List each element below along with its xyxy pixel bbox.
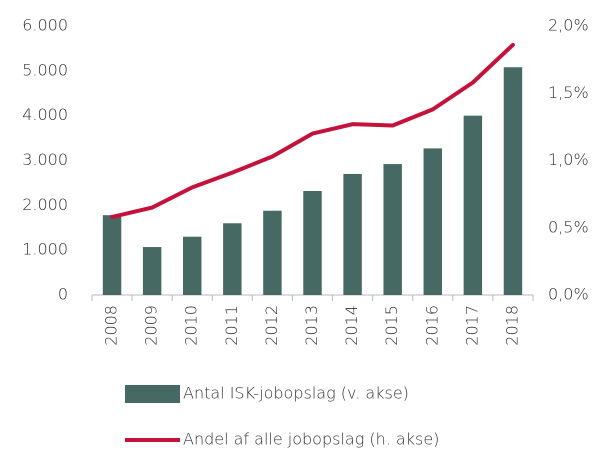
y-tick-label: 3.000: [22, 150, 68, 169]
x-tick-label: 2018: [502, 305, 521, 346]
y-tick-label: 5.000: [22, 60, 68, 79]
y-tick-label: 6.000: [22, 16, 68, 35]
x-tick-label: 2014: [342, 305, 361, 346]
x-tick-label: 2012: [262, 305, 281, 346]
y-tick-label: 1.000: [22, 240, 68, 259]
x-tick-label: 2008: [102, 305, 121, 346]
legend-label: Antal ISK-jobopslag (v. akse): [183, 384, 409, 403]
bar: [263, 210, 282, 295]
x-tick-label: 2011: [222, 305, 241, 346]
y-tick-label: 0: [58, 285, 68, 304]
bar: [303, 190, 322, 295]
x-tick-label: 2017: [462, 305, 481, 346]
x-tick-label: 2009: [142, 305, 161, 346]
bar: [183, 236, 202, 295]
y2-tick-label: 1,5%: [548, 83, 589, 102]
y2-tick-label: 1,0%: [548, 150, 589, 169]
y-tick-label: 2.000: [22, 195, 68, 214]
y2-tick-label: 0,0%: [548, 285, 589, 304]
x-tick-label: 2016: [422, 305, 441, 346]
bar: [142, 247, 162, 295]
bar: [223, 223, 242, 295]
line: [110, 42, 515, 219]
legend-swatch: [125, 385, 180, 403]
bar: [463, 115, 483, 296]
bar: [383, 164, 402, 295]
bar: [343, 173, 362, 295]
legend-label: Andel af alle jobopslag (h. akse): [183, 430, 439, 449]
x-tick-label: 2013: [302, 305, 321, 346]
y2-tick-label: 0,5%: [548, 217, 589, 236]
x-tick-label: 2010: [182, 305, 201, 346]
bar: [423, 148, 442, 295]
y-tick-label: 4.000: [22, 105, 68, 124]
y2-tick-label: 2,0%: [548, 16, 589, 35]
bar: [503, 67, 523, 295]
bar: [102, 215, 122, 295]
x-tick-label: 2015: [382, 305, 401, 346]
